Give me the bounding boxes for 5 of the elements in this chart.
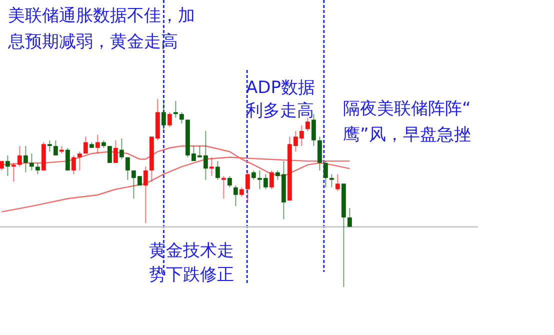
text: 美联储通胀数据不佳，加息预期减弱，黄金走高	[7, 6, 195, 52]
annotation: 隔夜美联储阵阵“鹰”风，早盘急挫	[343, 99, 471, 145]
annotation: ADP数据利多走高	[246, 78, 315, 121]
candlestick	[108, 146, 112, 164]
annotation: 黄金技术走势下跌修正	[149, 241, 234, 285]
